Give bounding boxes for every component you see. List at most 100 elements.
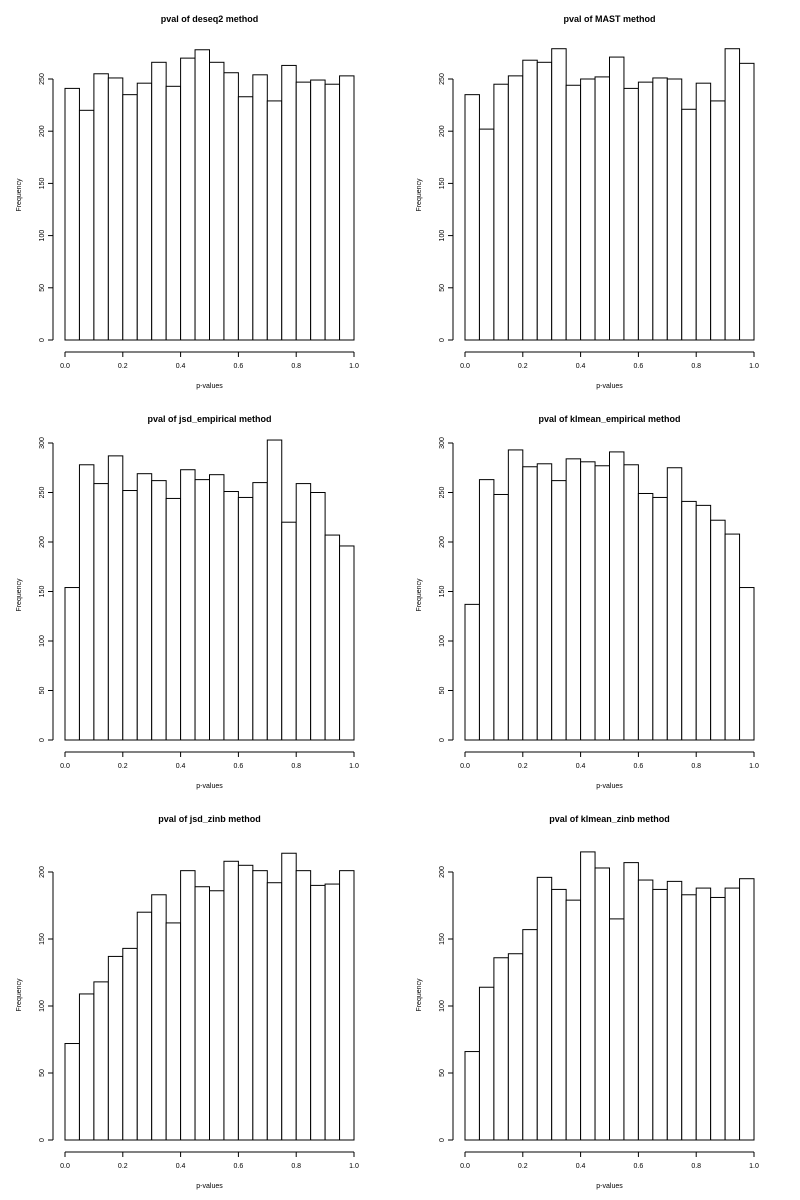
y-tick-label: 300	[439, 437, 446, 449]
histogram-bar	[237, 96, 254, 341]
x-tick-label: 0.4	[576, 1163, 586, 1170]
y-tick-label: 0	[39, 738, 46, 742]
y-tick-label: 100	[439, 1000, 446, 1012]
histogram-bar	[724, 887, 741, 1141]
histogram-bar	[223, 860, 239, 1141]
histogram-bar	[324, 83, 341, 341]
x-axis-label: p-values	[596, 1183, 623, 1190]
x-tick-label: 1.0	[749, 1163, 759, 1170]
x-tick-label: 0.8	[691, 1163, 701, 1170]
histogram-bar	[151, 61, 167, 341]
y-tick-label: 50	[439, 687, 446, 695]
histogram-bar	[295, 483, 312, 741]
x-tick-label: 1.0	[349, 363, 359, 370]
x-axis-label: p-values	[196, 383, 223, 390]
histogram-bar	[252, 482, 268, 741]
x-tick-label: 0.8	[291, 763, 301, 770]
histogram-bar	[464, 94, 480, 341]
x-tick-label: 1.0	[349, 1163, 359, 1170]
y-tick-label: 100	[39, 1000, 46, 1012]
histogram-bar	[695, 887, 712, 1141]
histogram-bar	[609, 451, 625, 741]
histogram-bar	[493, 957, 509, 1141]
y-tick-label: 100	[439, 230, 446, 242]
histogram-bar	[637, 879, 654, 1141]
histogram-bar	[281, 521, 297, 741]
histogram-bar	[136, 82, 153, 341]
x-tick-label: 0.8	[291, 363, 301, 370]
histogram-bar	[64, 1043, 80, 1141]
x-axis-label: p-values	[196, 783, 223, 790]
y-tick-label: 50	[39, 284, 46, 292]
histogram-bar	[464, 1051, 480, 1141]
histogram-bar	[252, 74, 268, 341]
histogram-bar	[151, 894, 167, 1141]
histogram-bar	[478, 986, 495, 1141]
histogram-bar	[609, 918, 625, 1141]
histogram-bar	[551, 480, 567, 741]
x-axis-label: p-values	[196, 1183, 223, 1190]
histogram-bar	[107, 77, 124, 341]
panel-title: pval of deseq2 method	[161, 14, 259, 24]
histogram-bar	[324, 883, 341, 1141]
histogram-bar	[64, 87, 80, 341]
y-tick-label: 150	[39, 933, 46, 945]
histogram-bar	[565, 84, 582, 341]
histogram-bar	[310, 492, 326, 741]
y-tick-label: 150	[439, 177, 446, 189]
histogram-bar	[93, 483, 109, 741]
x-tick-label: 0.6	[634, 363, 644, 370]
x-tick-label: 1.0	[349, 763, 359, 770]
histogram-bar	[522, 929, 538, 1141]
histogram-bar	[623, 87, 639, 341]
y-tick-label: 150	[439, 586, 446, 598]
histogram-bar	[594, 465, 610, 741]
histogram-bar	[122, 490, 138, 741]
histogram-bar	[478, 128, 495, 341]
histogram-bar	[209, 474, 225, 741]
histogram-bar	[165, 922, 182, 1141]
histogram-bar	[652, 77, 668, 341]
histogram-bar	[64, 587, 80, 741]
histogram-bar	[637, 81, 654, 341]
y-tick-label: 0	[439, 338, 446, 342]
histogram-bar	[281, 64, 297, 341]
histogram-bar	[165, 497, 182, 741]
x-tick-label: 0.0	[60, 363, 70, 370]
histogram-bar	[310, 884, 326, 1141]
x-tick-label: 0.4	[176, 363, 186, 370]
histogram-bar	[507, 449, 524, 741]
histogram-bar	[507, 75, 524, 341]
x-tick-label: 0.8	[291, 1163, 301, 1170]
panel-title: pval of jsd_empirical method	[147, 414, 271, 424]
histogram-bar	[710, 519, 726, 741]
panel-title: pval of jsd_zinb method	[158, 814, 261, 824]
histogram-bar	[339, 870, 355, 1141]
y-tick-label: 100	[39, 635, 46, 647]
histogram-bar	[681, 894, 697, 1141]
histogram-bar	[507, 953, 524, 1141]
histogram-panel-1: pval of deseq2 method 0.0 0.2 0.4 0.6 0.8 1.0 p…	[16, 14, 359, 390]
histogram-bar	[93, 981, 109, 1141]
histogram-bar	[339, 75, 355, 341]
histogram-bar	[310, 79, 326, 341]
y-axis-label: Frequency	[416, 178, 423, 212]
histogram-bar	[739, 62, 755, 341]
y-tick-label: 50	[439, 284, 446, 292]
histogram-bar	[237, 864, 254, 1141]
x-tick-label: 0.6	[634, 1163, 644, 1170]
histogram-panel-6: pval of klmean_zinb method 0.0 0.2 0.4 0.6 0.…	[416, 814, 759, 1190]
y-tick-label: 200	[439, 125, 446, 137]
y-tick-label: 50	[439, 1069, 446, 1077]
y-tick-label: 200	[439, 866, 446, 878]
histogram-bar	[666, 78, 683, 341]
y-tick-label: 250	[439, 487, 446, 499]
y-tick-label: 100	[39, 230, 46, 242]
x-tick-label: 0.0	[60, 1163, 70, 1170]
y-axis-label: Frequency	[16, 578, 23, 612]
x-tick-label: 0.6	[234, 363, 244, 370]
histogram-bar	[209, 61, 225, 341]
y-tick-label: 150	[39, 586, 46, 598]
x-tick-label: 0.0	[60, 763, 70, 770]
y-tick-label: 200	[39, 536, 46, 548]
